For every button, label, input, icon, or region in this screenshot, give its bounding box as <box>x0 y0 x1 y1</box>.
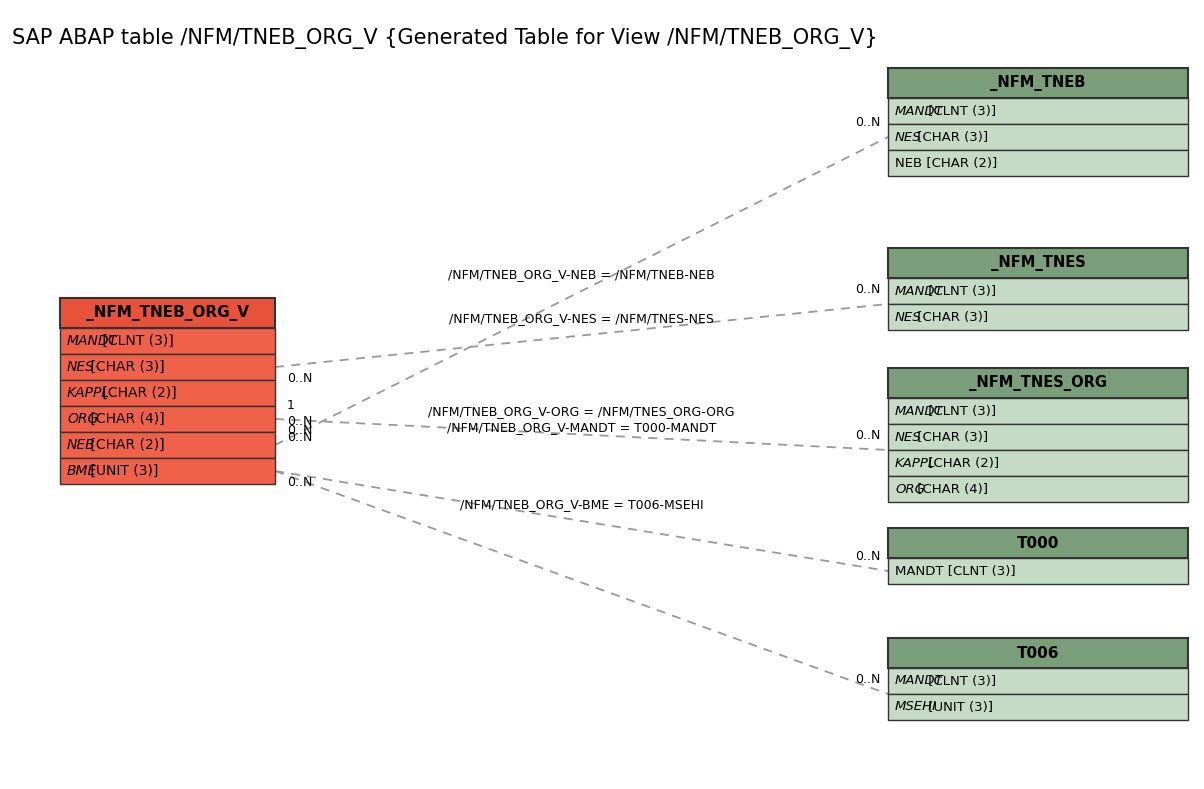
FancyBboxPatch shape <box>889 248 1188 278</box>
FancyBboxPatch shape <box>60 432 275 458</box>
Text: NES: NES <box>67 360 95 374</box>
Text: 0..N: 0..N <box>855 673 880 686</box>
FancyBboxPatch shape <box>889 368 1188 398</box>
FancyBboxPatch shape <box>889 98 1188 124</box>
Text: NEB: NEB <box>67 438 95 452</box>
Text: [CHAR (3)]: [CHAR (3)] <box>913 130 987 144</box>
Text: [UNIT (3)]: [UNIT (3)] <box>85 464 158 478</box>
FancyBboxPatch shape <box>889 424 1188 450</box>
Text: [CLNT (3)]: [CLNT (3)] <box>925 104 997 118</box>
FancyBboxPatch shape <box>889 668 1188 694</box>
Text: [CLNT (3)]: [CLNT (3)] <box>925 675 997 687</box>
Text: [CHAR (2)]: [CHAR (2)] <box>98 386 177 400</box>
Text: [UNIT (3)]: [UNIT (3)] <box>925 701 993 713</box>
Text: ORG: ORG <box>67 412 99 426</box>
Text: NES: NES <box>895 311 921 323</box>
Text: [CHAR (3)]: [CHAR (3)] <box>913 431 987 443</box>
Text: 0..N: 0..N <box>855 550 880 563</box>
FancyBboxPatch shape <box>60 354 275 380</box>
Text: MANDT: MANDT <box>895 104 944 118</box>
FancyBboxPatch shape <box>60 380 275 406</box>
Text: [CHAR (3)]: [CHAR (3)] <box>913 311 987 323</box>
Text: 1: 1 <box>287 399 295 412</box>
Text: MSEHI: MSEHI <box>895 701 937 713</box>
FancyBboxPatch shape <box>889 304 1188 330</box>
Text: 0..N: 0..N <box>287 476 312 489</box>
FancyBboxPatch shape <box>60 458 275 484</box>
FancyBboxPatch shape <box>889 124 1188 150</box>
Text: /NFM/TNEB_ORG_V-BME = T006-MSEHI: /NFM/TNEB_ORG_V-BME = T006-MSEHI <box>460 498 703 511</box>
Text: ORG: ORG <box>895 483 925 495</box>
Text: MANDT: MANDT <box>895 675 944 687</box>
Text: /NFM/TNEB_ORG_V-NEB = /NFM/TNEB-NEB: /NFM/TNEB_ORG_V-NEB = /NFM/TNEB-NEB <box>448 268 715 281</box>
FancyBboxPatch shape <box>889 638 1188 668</box>
Text: 0..N: 0..N <box>855 283 880 296</box>
Text: BME: BME <box>67 464 98 478</box>
Text: MANDT: MANDT <box>67 334 118 348</box>
Text: NES: NES <box>895 130 921 144</box>
FancyBboxPatch shape <box>889 278 1188 304</box>
Text: 0..N: 0..N <box>287 415 312 428</box>
Text: /NFM/TNEB_ORG_V-NES = /NFM/TNES-NES: /NFM/TNEB_ORG_V-NES = /NFM/TNES-NES <box>449 312 714 326</box>
Text: SAP ABAP table /NFM/TNEB_ORG_V {Generated Table for View /NFM/TNEB_ORG_V}: SAP ABAP table /NFM/TNEB_ORG_V {Generate… <box>12 28 878 49</box>
Text: T006: T006 <box>1016 645 1060 660</box>
Text: KAPPL: KAPPL <box>67 386 110 400</box>
Text: 0..N: 0..N <box>287 372 312 385</box>
FancyBboxPatch shape <box>889 450 1188 476</box>
Text: 0..N: 0..N <box>855 429 880 442</box>
Text: KAPPL: KAPPL <box>895 457 937 469</box>
Text: /NFM/TNEB_ORG_V-MANDT = T000-MANDT: /NFM/TNEB_ORG_V-MANDT = T000-MANDT <box>447 421 716 435</box>
FancyBboxPatch shape <box>889 68 1188 98</box>
Text: [CHAR (3)]: [CHAR (3)] <box>85 360 164 374</box>
Text: _NFM_TNEB: _NFM_TNEB <box>991 75 1086 91</box>
Text: [CHAR (2)]: [CHAR (2)] <box>85 438 164 452</box>
Text: [CHAR (2)]: [CHAR (2)] <box>925 457 999 469</box>
Text: MANDT: MANDT <box>895 285 944 297</box>
Text: [CLNT (3)]: [CLNT (3)] <box>925 285 997 297</box>
Text: 0..N: 0..N <box>855 116 880 129</box>
Text: NES: NES <box>895 431 921 443</box>
FancyBboxPatch shape <box>60 298 275 328</box>
Text: _NFM_TNES_ORG: _NFM_TNES_ORG <box>969 375 1106 391</box>
FancyBboxPatch shape <box>889 694 1188 720</box>
Text: MANDT: MANDT <box>895 405 944 417</box>
Text: NEB [CHAR (2)]: NEB [CHAR (2)] <box>895 156 997 170</box>
FancyBboxPatch shape <box>889 150 1188 176</box>
Text: [CLNT (3)]: [CLNT (3)] <box>925 405 997 417</box>
Text: MANDT [CLNT (3)]: MANDT [CLNT (3)] <box>895 564 1016 578</box>
Text: 0..N: 0..N <box>287 424 312 437</box>
FancyBboxPatch shape <box>889 476 1188 502</box>
FancyBboxPatch shape <box>60 328 275 354</box>
FancyBboxPatch shape <box>889 558 1188 584</box>
Text: _NFM_TNES: _NFM_TNES <box>991 255 1085 271</box>
Text: [CHAR (4)]: [CHAR (4)] <box>913 483 987 495</box>
Text: [CLNT (3)]: [CLNT (3)] <box>98 334 173 348</box>
Text: 0..N: 0..N <box>287 431 312 444</box>
FancyBboxPatch shape <box>889 528 1188 558</box>
FancyBboxPatch shape <box>60 406 275 432</box>
Text: /NFM/TNEB_ORG_V-ORG = /NFM/TNES_ORG-ORG: /NFM/TNEB_ORG_V-ORG = /NFM/TNES_ORG-ORG <box>429 406 734 418</box>
Text: T000: T000 <box>1017 536 1060 551</box>
Text: [CHAR (4)]: [CHAR (4)] <box>85 412 164 426</box>
FancyBboxPatch shape <box>889 398 1188 424</box>
Text: _NFM_TNEB_ORG_V: _NFM_TNEB_ORG_V <box>85 305 249 321</box>
